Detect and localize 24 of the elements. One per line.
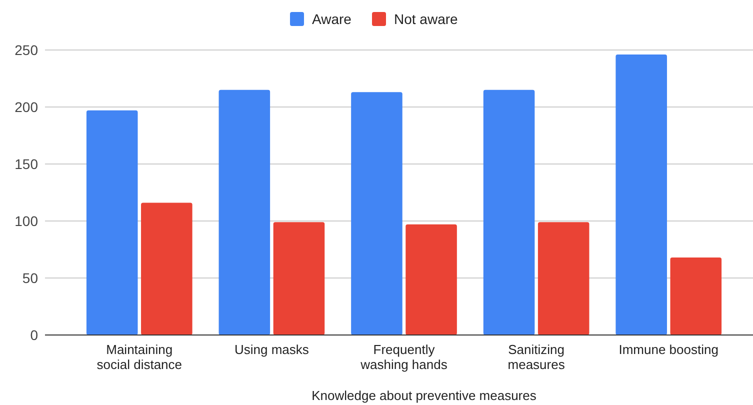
y-tick-label: 250 [14,42,38,58]
x-tick-label: Using masks [234,342,310,357]
bar [218,90,270,335]
bar [616,54,667,335]
y-tick-label: 150 [14,156,38,172]
y-tick-label: 0 [30,326,38,343]
bar [483,90,535,335]
x-axis-title: Knowledge about preventive measures [312,388,537,403]
x-tick-label: Sanitizing measures [508,342,566,372]
bar [538,222,590,335]
bar [86,110,138,335]
legend-label: Not aware [394,10,458,27]
bar [273,222,325,335]
x-tick-label: Frequently washing hands [360,342,448,372]
y-tick-label: 100 [14,212,38,229]
bar [670,257,722,335]
y-tick-label: 200 [14,98,38,115]
y-tick-label: 50 [22,270,38,286]
bar [141,202,192,335]
bar [351,92,402,335]
x-tick-label: Immune boosting [618,342,718,357]
bar [406,224,457,335]
legend-label: Aware [312,10,352,27]
x-tick-label: Maintaining social distance [96,342,182,372]
